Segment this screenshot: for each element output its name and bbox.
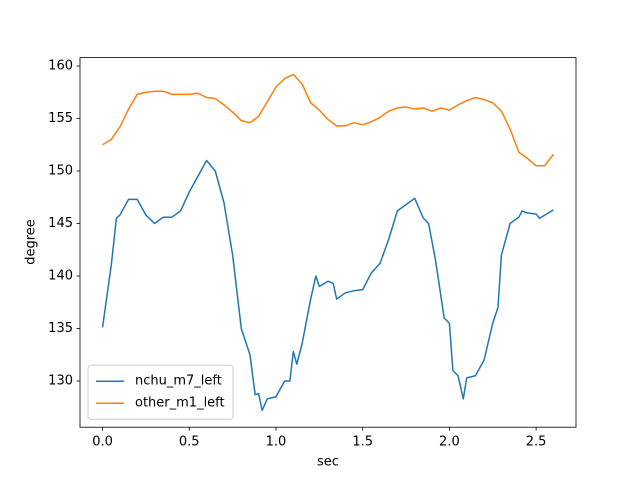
- legend: nchu_m7_left other_m1_left: [87, 364, 234, 420]
- y-axis-label: degree: [24, 219, 39, 265]
- y-tick-label: 160: [48, 59, 73, 74]
- y-tick-label: 135: [48, 321, 73, 336]
- plot-frame: [79, 57, 577, 428]
- legend-label: other_m1_left: [135, 396, 225, 411]
- x-tick-label: 2.5: [526, 435, 547, 450]
- y-tick-label: 150: [48, 164, 73, 179]
- x-tick-label: 1.5: [352, 435, 373, 450]
- x-tick-label: 0.5: [179, 435, 200, 450]
- y-tick-label: 145: [48, 216, 73, 231]
- x-axis-label: sec: [317, 455, 339, 470]
- y-tick-label: 130: [48, 374, 73, 389]
- line-series: [102, 73, 555, 167]
- x-tick-label: 2.0: [439, 435, 460, 450]
- y-tick-label: 155: [48, 111, 73, 126]
- legend-label: nchu_m7_left: [135, 374, 222, 389]
- x-tick-label: 0.0: [92, 435, 113, 450]
- line-series: [101, 159, 554, 412]
- y-tick-label: 140: [48, 269, 73, 284]
- legend-frame: [87, 364, 234, 420]
- x-tick-label: 1.0: [266, 435, 287, 450]
